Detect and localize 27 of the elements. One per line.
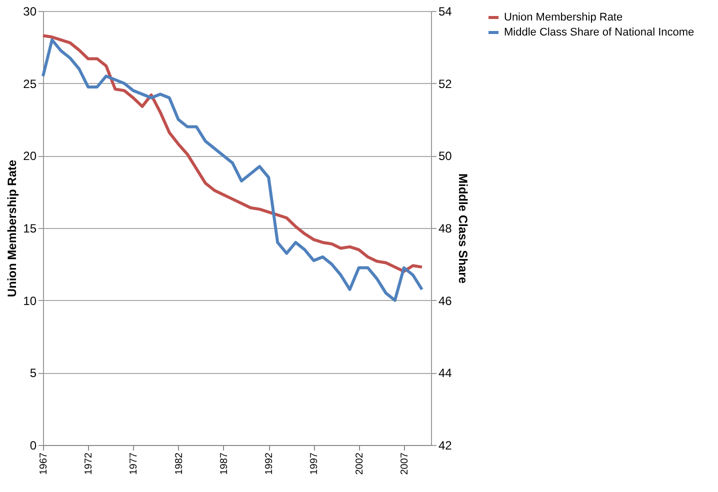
x-tick-label: 1987 <box>218 452 230 475</box>
y2-tick-label: 44 <box>438 366 452 380</box>
x-tick-label: 1977 <box>128 452 140 475</box>
y2-tick-label: 48 <box>438 222 452 236</box>
x-tick-label: 2002 <box>354 452 366 475</box>
x-tick-label: 1992 <box>264 452 276 475</box>
y-tick-label: 15 <box>23 222 37 236</box>
y2-tick-label: 42 <box>438 438 452 452</box>
legend-label: Middle Class Share of National Income <box>504 26 694 38</box>
y2-tick-label: 50 <box>438 149 452 164</box>
x-tick-label: 2007 <box>399 452 410 475</box>
y-tick-label: 25 <box>23 76 37 91</box>
y-tick-label: 10 <box>23 294 37 308</box>
y-tick-label: 30 <box>23 4 37 18</box>
legend-label: Union Membership Rate <box>504 12 623 24</box>
y2-axis-title: Middle Class Share <box>456 173 470 284</box>
y-tick-label: 5 <box>30 366 37 380</box>
x-tick-label: 1972 <box>84 452 95 475</box>
y2-tick-label: 54 <box>438 4 452 18</box>
y2-tick-label: 46 <box>438 294 452 308</box>
y-tick-label: 0 <box>30 438 37 452</box>
y-axis-title: Union Membership Rate <box>5 160 20 298</box>
y-tick-label: 20 <box>23 149 37 164</box>
x-tick-label: 1997 <box>309 452 320 475</box>
y2-tick-label: 52 <box>438 76 452 91</box>
x-tick-label: 1982 <box>174 452 185 475</box>
x-tick-label: 1967 <box>38 452 50 475</box>
